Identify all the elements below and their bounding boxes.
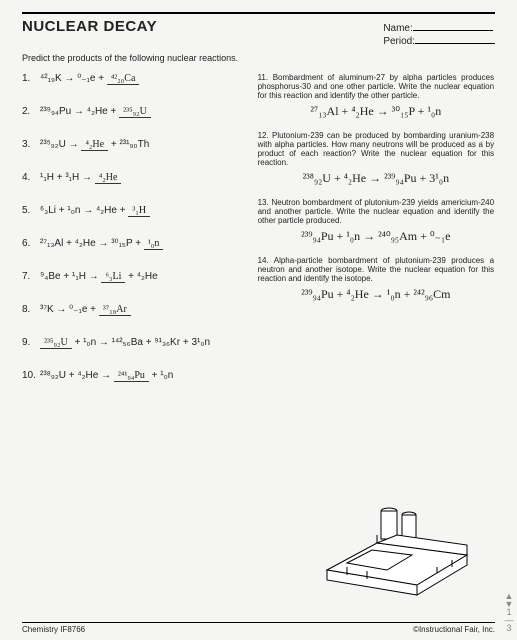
question-9: 9.²³⁵₉₂U + ¹₀n → ¹⁴²₅₆Ba + ⁹¹₃₆Kr + 3¹₀n xyxy=(22,337,240,348)
handwritten-equation: ²³⁸₉₂U + ⁴₂He → ²³⁹₉₄Pu + 3¹₀n xyxy=(258,171,495,186)
period-line: Period: xyxy=(383,34,495,47)
question-3: 3.²³⁵₉₂U → ⁴₂He + ²³¹₉₀Th xyxy=(22,139,240,150)
word-problem-11: 11. Bombardment of aluminum-27 by alpha … xyxy=(258,73,495,119)
handwritten-answer: ²⁴¹₉₄Pu xyxy=(114,370,149,382)
question-6: 6.²⁷₁₃Al + ⁴₂He → ³⁰₁₅P + ¹₀n xyxy=(22,238,240,249)
handwritten-answer: ⁴₂He xyxy=(95,172,122,184)
name-blank xyxy=(413,21,493,31)
question-number: 14. xyxy=(258,256,269,265)
equation: ²⁷₁₃Al + ⁴₂He → ³⁰₁₅P + ¹₀n xyxy=(40,238,163,249)
question-number: 10. xyxy=(22,370,40,381)
page-total: 3 xyxy=(503,624,515,632)
problem-text: 12. Plutonium-239 can be produced by bom… xyxy=(258,131,495,167)
period-label: Period: xyxy=(383,36,415,47)
reactor-building-illustration xyxy=(317,495,477,600)
equation: ⁴²₁₉K → ⁰₋₁e + ⁴²₂₀Ca xyxy=(40,73,139,84)
question-number: 13. xyxy=(258,198,269,207)
footer-left: Chemistry IF8766 xyxy=(22,625,85,634)
equation: ²³⁹₉₄Pu → ⁴₂He + ²³⁵₉₂U xyxy=(40,106,151,117)
word-problem-12: 12. Plutonium-239 can be produced by bom… xyxy=(258,131,495,186)
name-line: Name: xyxy=(383,21,495,34)
question-number: 5. xyxy=(22,205,40,216)
header-row: NUCLEAR DECAY Name: Period: xyxy=(22,18,495,47)
question-4: 4.¹₁H + ³₁H → ⁴₂He xyxy=(22,172,240,183)
question-8: 8.³⁷K → ⁰₋₁e + ³⁷₁₈Ar xyxy=(22,304,240,315)
equation: ²³⁵₉₂U + ¹₀n → ¹⁴²₅₆Ba + ⁹¹₃₆Kr + 3¹₀n xyxy=(40,337,210,348)
problem-text: 14. Alpha-particle bombardment of pluton… xyxy=(258,256,495,283)
handwritten-answer: ²³⁵₉₂U xyxy=(40,337,72,349)
footer: Chemistry IF8766 ©Instructional Fair, In… xyxy=(22,622,495,634)
equation: ³⁷K → ⁰₋₁e + ³⁷₁₈Ar xyxy=(40,304,131,315)
handwritten-answer: ³₁H xyxy=(128,205,150,217)
handwritten-answer: ⁴₂He xyxy=(81,139,108,151)
name-block: Name: Period: xyxy=(383,21,495,47)
handwritten-equation: ²⁷₁₃Al + ⁴₂He → ³⁰₁₅P + ¹₀n xyxy=(258,104,495,119)
question-number: 1. xyxy=(22,73,40,84)
equation: ²³⁸₉₂U + ⁴₂He → ²⁴¹₉₄Pu + ¹₀n xyxy=(40,370,173,381)
question-number: 8. xyxy=(22,304,40,315)
handwritten-answer: ³⁷₁₈Ar xyxy=(99,304,131,316)
question-2: 2.²³⁹₉₄Pu → ⁴₂He + ²³⁵₉₂U xyxy=(22,106,240,117)
equation: ⁹₄Be + ¹₁H → ⁶₃Li + ⁴₂He xyxy=(40,271,158,282)
handwritten-answer: ¹₀n xyxy=(144,238,163,250)
equation: ⁶₃Li + ¹₀n → ⁴₂He + ³₁H xyxy=(40,205,150,216)
handwritten-answer: ⁴²₂₀Ca xyxy=(107,73,140,85)
question-number: 9. xyxy=(22,337,40,348)
question-7: 7.⁹₄Be + ¹₁H → ⁶₃Li + ⁴₂He xyxy=(22,271,240,282)
top-rule xyxy=(22,12,495,14)
period-blank xyxy=(415,34,495,44)
handwritten-answer: ²³⁵₉₂U xyxy=(119,106,151,118)
page-title: NUCLEAR DECAY xyxy=(22,18,157,35)
word-problem-14: 14. Alpha-particle bombardment of pluton… xyxy=(258,256,495,302)
question-number: 12. xyxy=(258,131,269,140)
worksheet-sheet: NUCLEAR DECAY Name: Period: Predict the … xyxy=(0,0,517,411)
problem-text: 13. Neutron bombardment of plutonium-239… xyxy=(258,198,495,225)
question-10: 10.²³⁸₉₂U + ⁴₂He → ²⁴¹₉₄Pu + ¹₀n xyxy=(22,370,240,381)
word-problem-13: 13. Neutron bombardment of plutonium-239… xyxy=(258,198,495,244)
name-label: Name: xyxy=(383,23,412,34)
handwritten-equation: ²³⁹₉₄Pu + ¹₀n → ²⁴⁰₉₅Am + ⁰₋₁e xyxy=(258,229,495,244)
footer-right: ©Instructional Fair, Inc. xyxy=(413,625,495,634)
question-1: 1.⁴²₁₉K → ⁰₋₁e + ⁴²₂₀Ca xyxy=(22,73,240,84)
instruction-text: Predict the products of the following nu… xyxy=(22,53,495,63)
columns: 1.⁴²₁₉K → ⁰₋₁e + ⁴²₂₀Ca 2.²³⁹₉₄Pu → ⁴₂He … xyxy=(22,73,495,403)
question-number: 3. xyxy=(22,139,40,150)
handwritten-equation: ²³⁹₉₄Pu + ⁴₂He → ¹₀n + ²⁴²₉₆Cm xyxy=(258,287,495,302)
question-number: 6. xyxy=(22,238,40,249)
equation: ²³⁵₉₂U → ⁴₂He + ²³¹₉₀Th xyxy=(40,139,149,150)
question-5: 5.⁶₃Li + ¹₀n → ⁴₂He + ³₁H xyxy=(22,205,240,216)
equation: ¹₁H + ³₁H → ⁴₂He xyxy=(40,172,121,183)
question-number: 7. xyxy=(22,271,40,282)
problem-text: 11. Bombardment of aluminum-27 by alpha … xyxy=(258,73,495,100)
handwritten-answer: ⁶₃Li xyxy=(101,271,125,283)
left-column: 1.⁴²₁₉K → ⁰₋₁e + ⁴²₂₀Ca 2.²³⁹₉₄Pu → ⁴₂He … xyxy=(22,73,240,403)
question-number: 2. xyxy=(22,106,40,117)
right-column: 11. Bombardment of aluminum-27 by alpha … xyxy=(258,73,495,403)
question-number: 11. xyxy=(258,73,269,82)
scroll-indicator: ▲ ▼ 1 — 3 xyxy=(503,592,515,632)
question-number: 4. xyxy=(22,172,40,183)
